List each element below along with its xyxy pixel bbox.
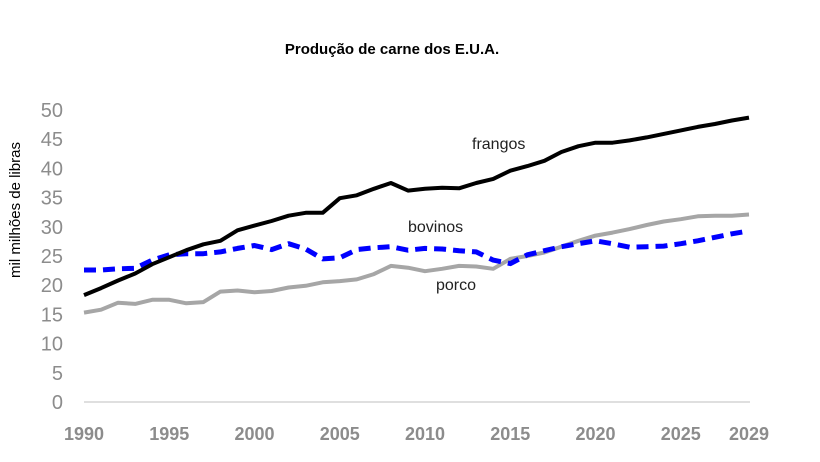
x-tick-label: 2010: [405, 424, 445, 444]
y-axis-label: mil milhões de libras: [7, 142, 24, 278]
chart-title: Produção de carne dos E.U.A.: [285, 41, 499, 58]
y-tick-label: 40: [41, 158, 63, 180]
x-tick-label: 2020: [576, 424, 616, 444]
x-tick-label: 2005: [320, 424, 360, 444]
y-tick-label: 0: [52, 392, 63, 414]
y-tick-label: 5: [52, 363, 63, 385]
y-tick-label: 45: [41, 129, 63, 151]
x-tick-label: 2025: [661, 424, 701, 444]
y-tick-label: 50: [41, 100, 63, 122]
y-tick-label: 35: [41, 188, 63, 210]
y-tick-label: 25: [41, 246, 63, 268]
series-line-bovinos: [84, 228, 750, 273]
series-line-frangos: [83, 115, 750, 297]
y-tick-label: 30: [41, 217, 63, 239]
x-tick-label: 2015: [490, 424, 530, 444]
x-tick-label: 2000: [234, 424, 274, 444]
y-tick-label: 10: [41, 334, 63, 356]
annotation-porco: porco: [436, 277, 476, 294]
annotation-bovinos: bovinos: [408, 219, 463, 236]
annotation-frangos: frangos: [472, 136, 525, 153]
y-tick-label: 20: [41, 275, 63, 297]
x-tick-label: 2029: [729, 424, 769, 444]
x-tick-label: 1995: [149, 424, 189, 444]
y-tick-label: 15: [41, 304, 63, 326]
x-tick-label: 1990: [64, 424, 104, 444]
series-line-porco: [83, 212, 750, 315]
